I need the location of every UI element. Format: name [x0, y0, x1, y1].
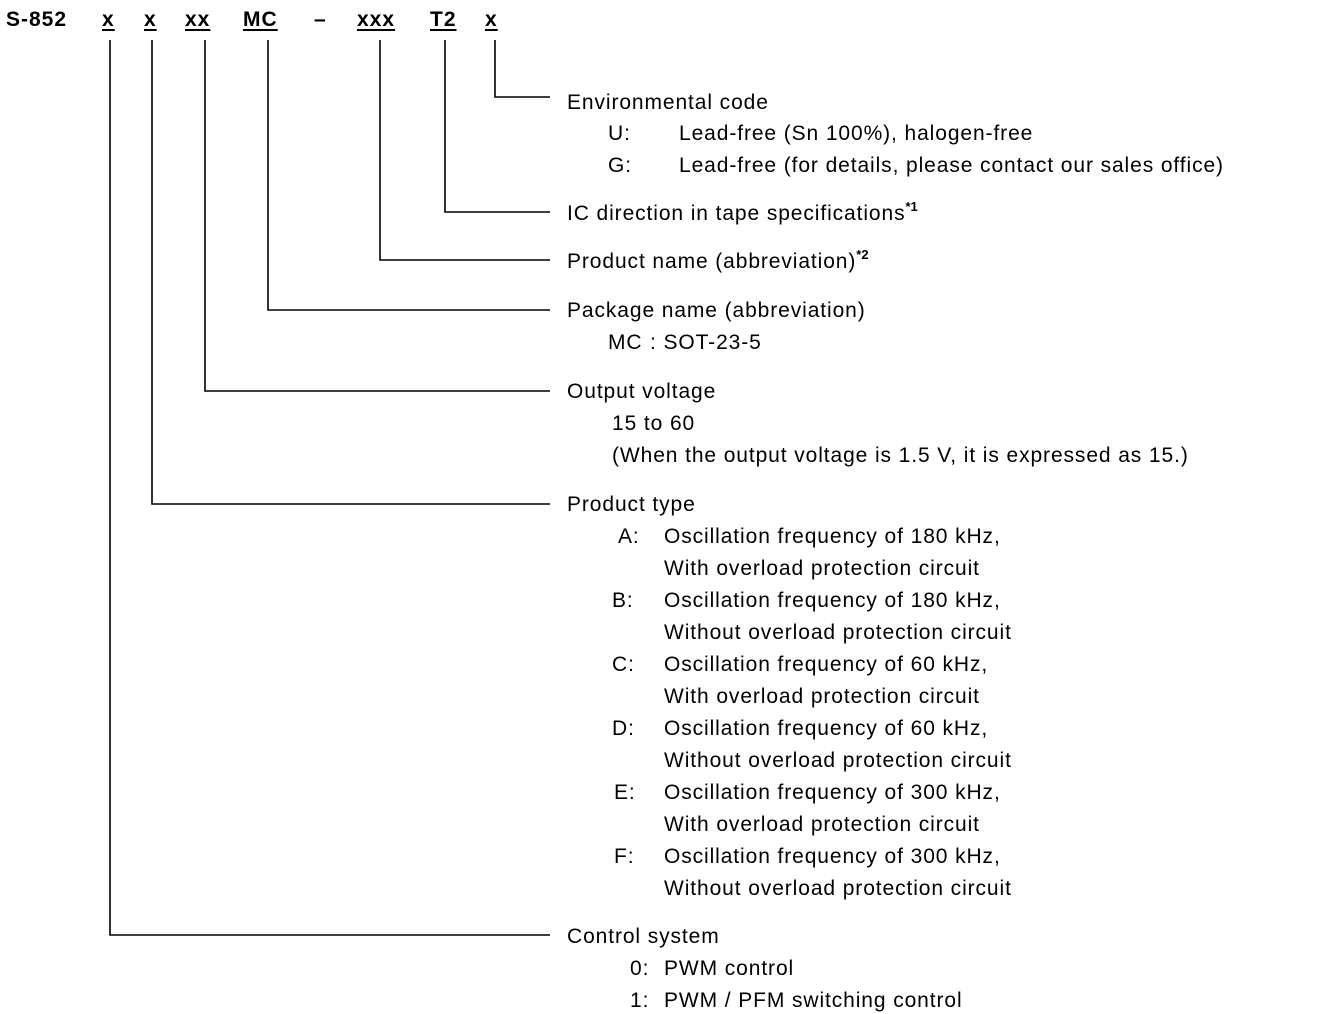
footnote-mark-1: *1 [905, 199, 918, 214]
control-system-text-1: PWM / PFM switching control [664, 989, 963, 1012]
connector-product-name [379, 40, 550, 261]
product-type-key-e: E: [614, 781, 636, 804]
product-type-key-b: B: [612, 589, 634, 612]
product-type-text2-b: Without overload protection circuit [664, 621, 1012, 644]
product-type-text2-d: Without overload protection circuit [664, 749, 1012, 772]
env-code-key-u: U: [608, 122, 631, 145]
control-system-key-0: 0: [630, 957, 650, 980]
package-name-title: Package name (abbreviation) [567, 299, 866, 322]
product-type-text-c: Oscillation frequency of 60 kHz, [664, 653, 989, 676]
segment-product-name: xxx [357, 8, 396, 31]
env-code-text-u: Lead-free (Sn 100%), halogen-free [679, 122, 1034, 145]
product-type-title: Product type [567, 493, 696, 516]
control-system-title: Control system [567, 925, 720, 948]
product-type-key-c: C: [612, 653, 635, 676]
product-name-label: Product name (abbreviation) [567, 250, 857, 273]
product-type-text-f: Oscillation frequency of 300 kHz, [664, 845, 1001, 868]
ic-direction-title: IC direction in tape specifications*1 [567, 199, 918, 226]
package-text-mc: : SOT-23-5 [650, 331, 762, 354]
output-voltage-note: (When the output voltage is 1.5 V, it is… [612, 444, 1189, 467]
connector-environmental-code [494, 40, 550, 98]
control-system-text-0: PWM control [664, 957, 795, 980]
product-type-text2-f: Without overload protection circuit [664, 877, 1012, 900]
segment-dash: – [314, 8, 327, 31]
ic-direction-label: IC direction in tape specifications [567, 202, 906, 225]
output-voltage-title: Output voltage [567, 380, 717, 403]
product-type-key-d: D: [612, 717, 635, 740]
segment-tape-direction: T2 [430, 8, 457, 31]
product-name-title: Product name (abbreviation)*2 [567, 247, 869, 274]
connector-product-type [151, 40, 550, 505]
product-type-key-a: A: [618, 525, 640, 548]
env-code-text-g: Lead-free (for details, please contact o… [679, 154, 1224, 177]
product-type-text-e: Oscillation frequency of 300 kHz, [664, 781, 1001, 804]
connector-control-system [109, 40, 550, 936]
segment-control-system: x [102, 8, 115, 31]
segment-product-type: x [144, 8, 157, 31]
product-type-text2-a: With overload protection circuit [664, 557, 980, 580]
product-type-key-f: F: [614, 845, 635, 868]
control-system-key-1: 1: [630, 989, 650, 1012]
footnote-mark-2: *2 [856, 247, 869, 262]
product-type-text2-c: With overload protection circuit [664, 685, 980, 708]
env-code-key-g: G: [608, 154, 632, 177]
environmental-code-title: Environmental code [567, 91, 769, 114]
product-type-text-b: Oscillation frequency of 180 kHz, [664, 589, 1001, 612]
product-type-text-a: Oscillation frequency of 180 kHz, [664, 525, 1001, 548]
connector-output-voltage [204, 40, 550, 392]
package-key-mc: MC [608, 331, 643, 354]
connector-package-name [267, 40, 550, 311]
connector-tape-direction [444, 40, 550, 213]
segment-package-name: MC [243, 8, 278, 31]
product-type-text2-e: With overload protection circuit [664, 813, 980, 836]
part-prefix: S-852 [6, 8, 68, 31]
segment-environmental-code: x [485, 8, 498, 31]
output-voltage-range: 15 to 60 [612, 412, 696, 435]
product-type-text-d: Oscillation frequency of 60 kHz, [664, 717, 989, 740]
segment-output-voltage: xx [185, 8, 211, 31]
